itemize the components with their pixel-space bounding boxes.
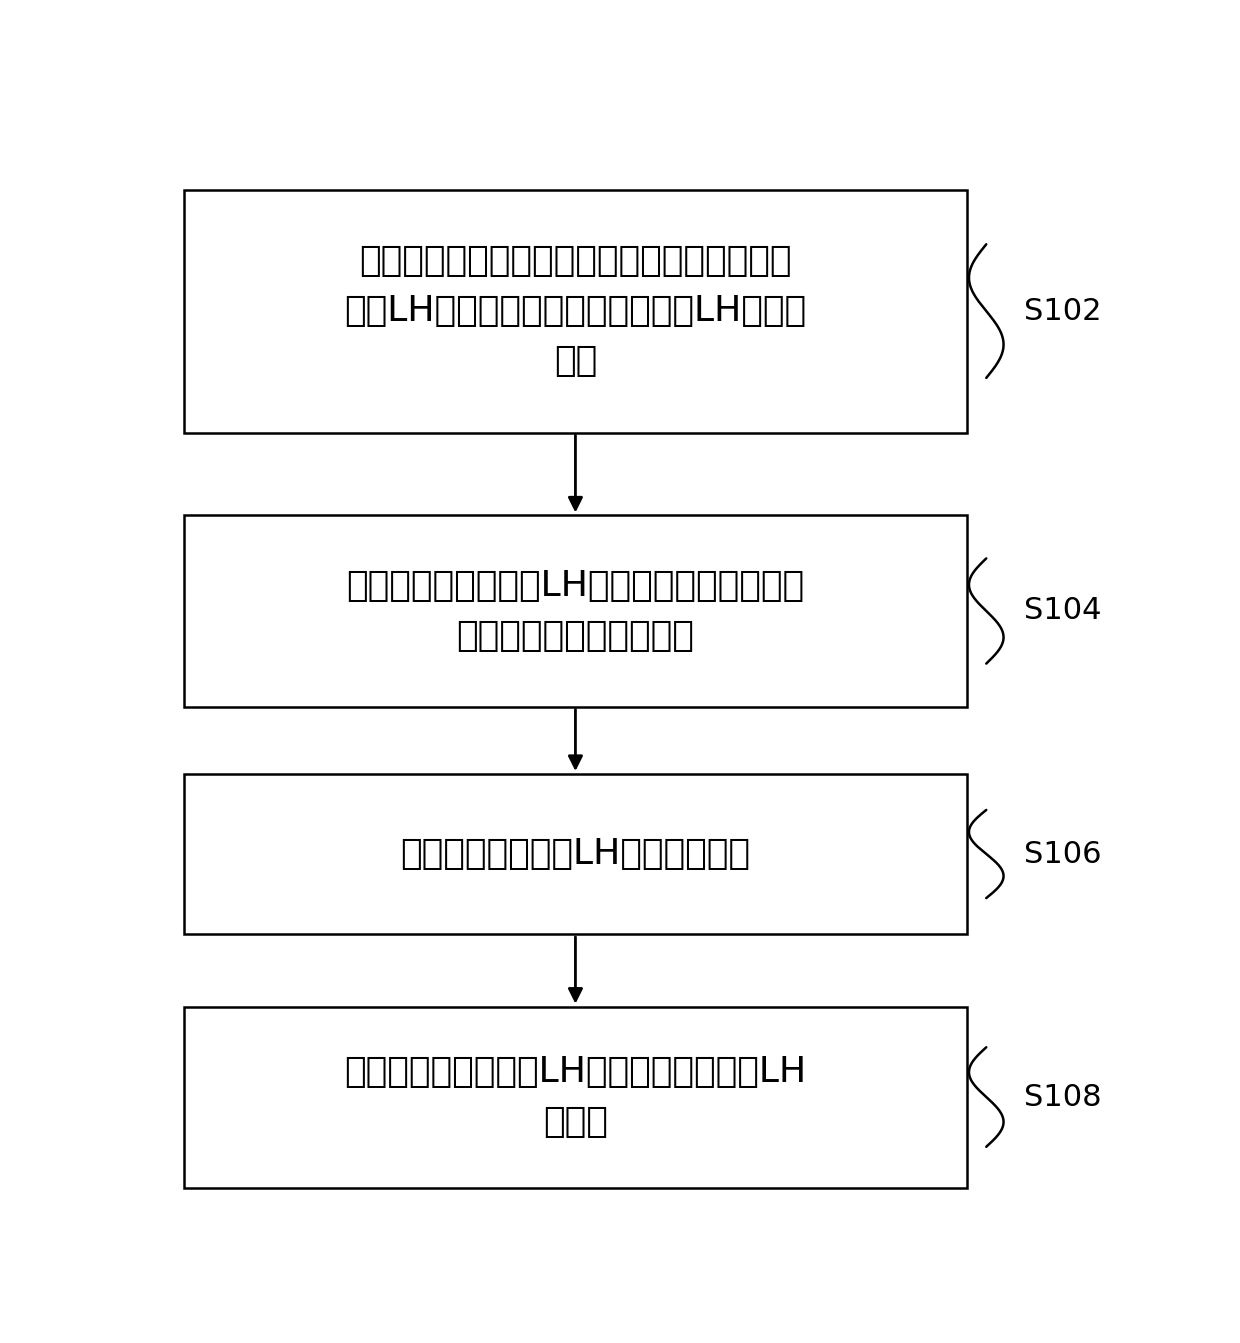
Text: S104: S104 [1024, 596, 1102, 626]
Text: S108: S108 [1024, 1082, 1102, 1112]
FancyArrowPatch shape [569, 435, 582, 509]
Text: S106: S106 [1024, 839, 1102, 869]
Bar [184, 1006, 967, 1187]
Bar [184, 189, 967, 432]
Text: 基于活动轮廓模型对LH边缘预测图进行处理，
得到超声图像的分割图像: 基于活动轮廓模型对LH边缘预测图进行处理， 得到超声图像的分割图像 [346, 569, 805, 653]
Bar [184, 516, 967, 706]
FancyArrowPatch shape [569, 709, 582, 768]
FancyArrowPatch shape [569, 937, 582, 1001]
Text: S102: S102 [1024, 297, 1102, 325]
Text: 在分割图像中识别LH的关键位置点: 在分割图像中识别LH的关键位置点 [401, 837, 750, 872]
Text: 基于关键位置点确定LH的参数，从而实现LH
的识别: 基于关键位置点确定LH的参数，从而实现LH 的识别 [345, 1056, 806, 1139]
Text: 通过改进的全卷积神经网络对待处理的肚提肌
裂孔LH的超声图像进行处理，得到LH边缘预
测图: 通过改进的全卷积神经网络对待处理的肚提肌 裂孔LH的超声图像进行处理，得到LH边… [345, 244, 806, 379]
Bar [184, 774, 967, 935]
